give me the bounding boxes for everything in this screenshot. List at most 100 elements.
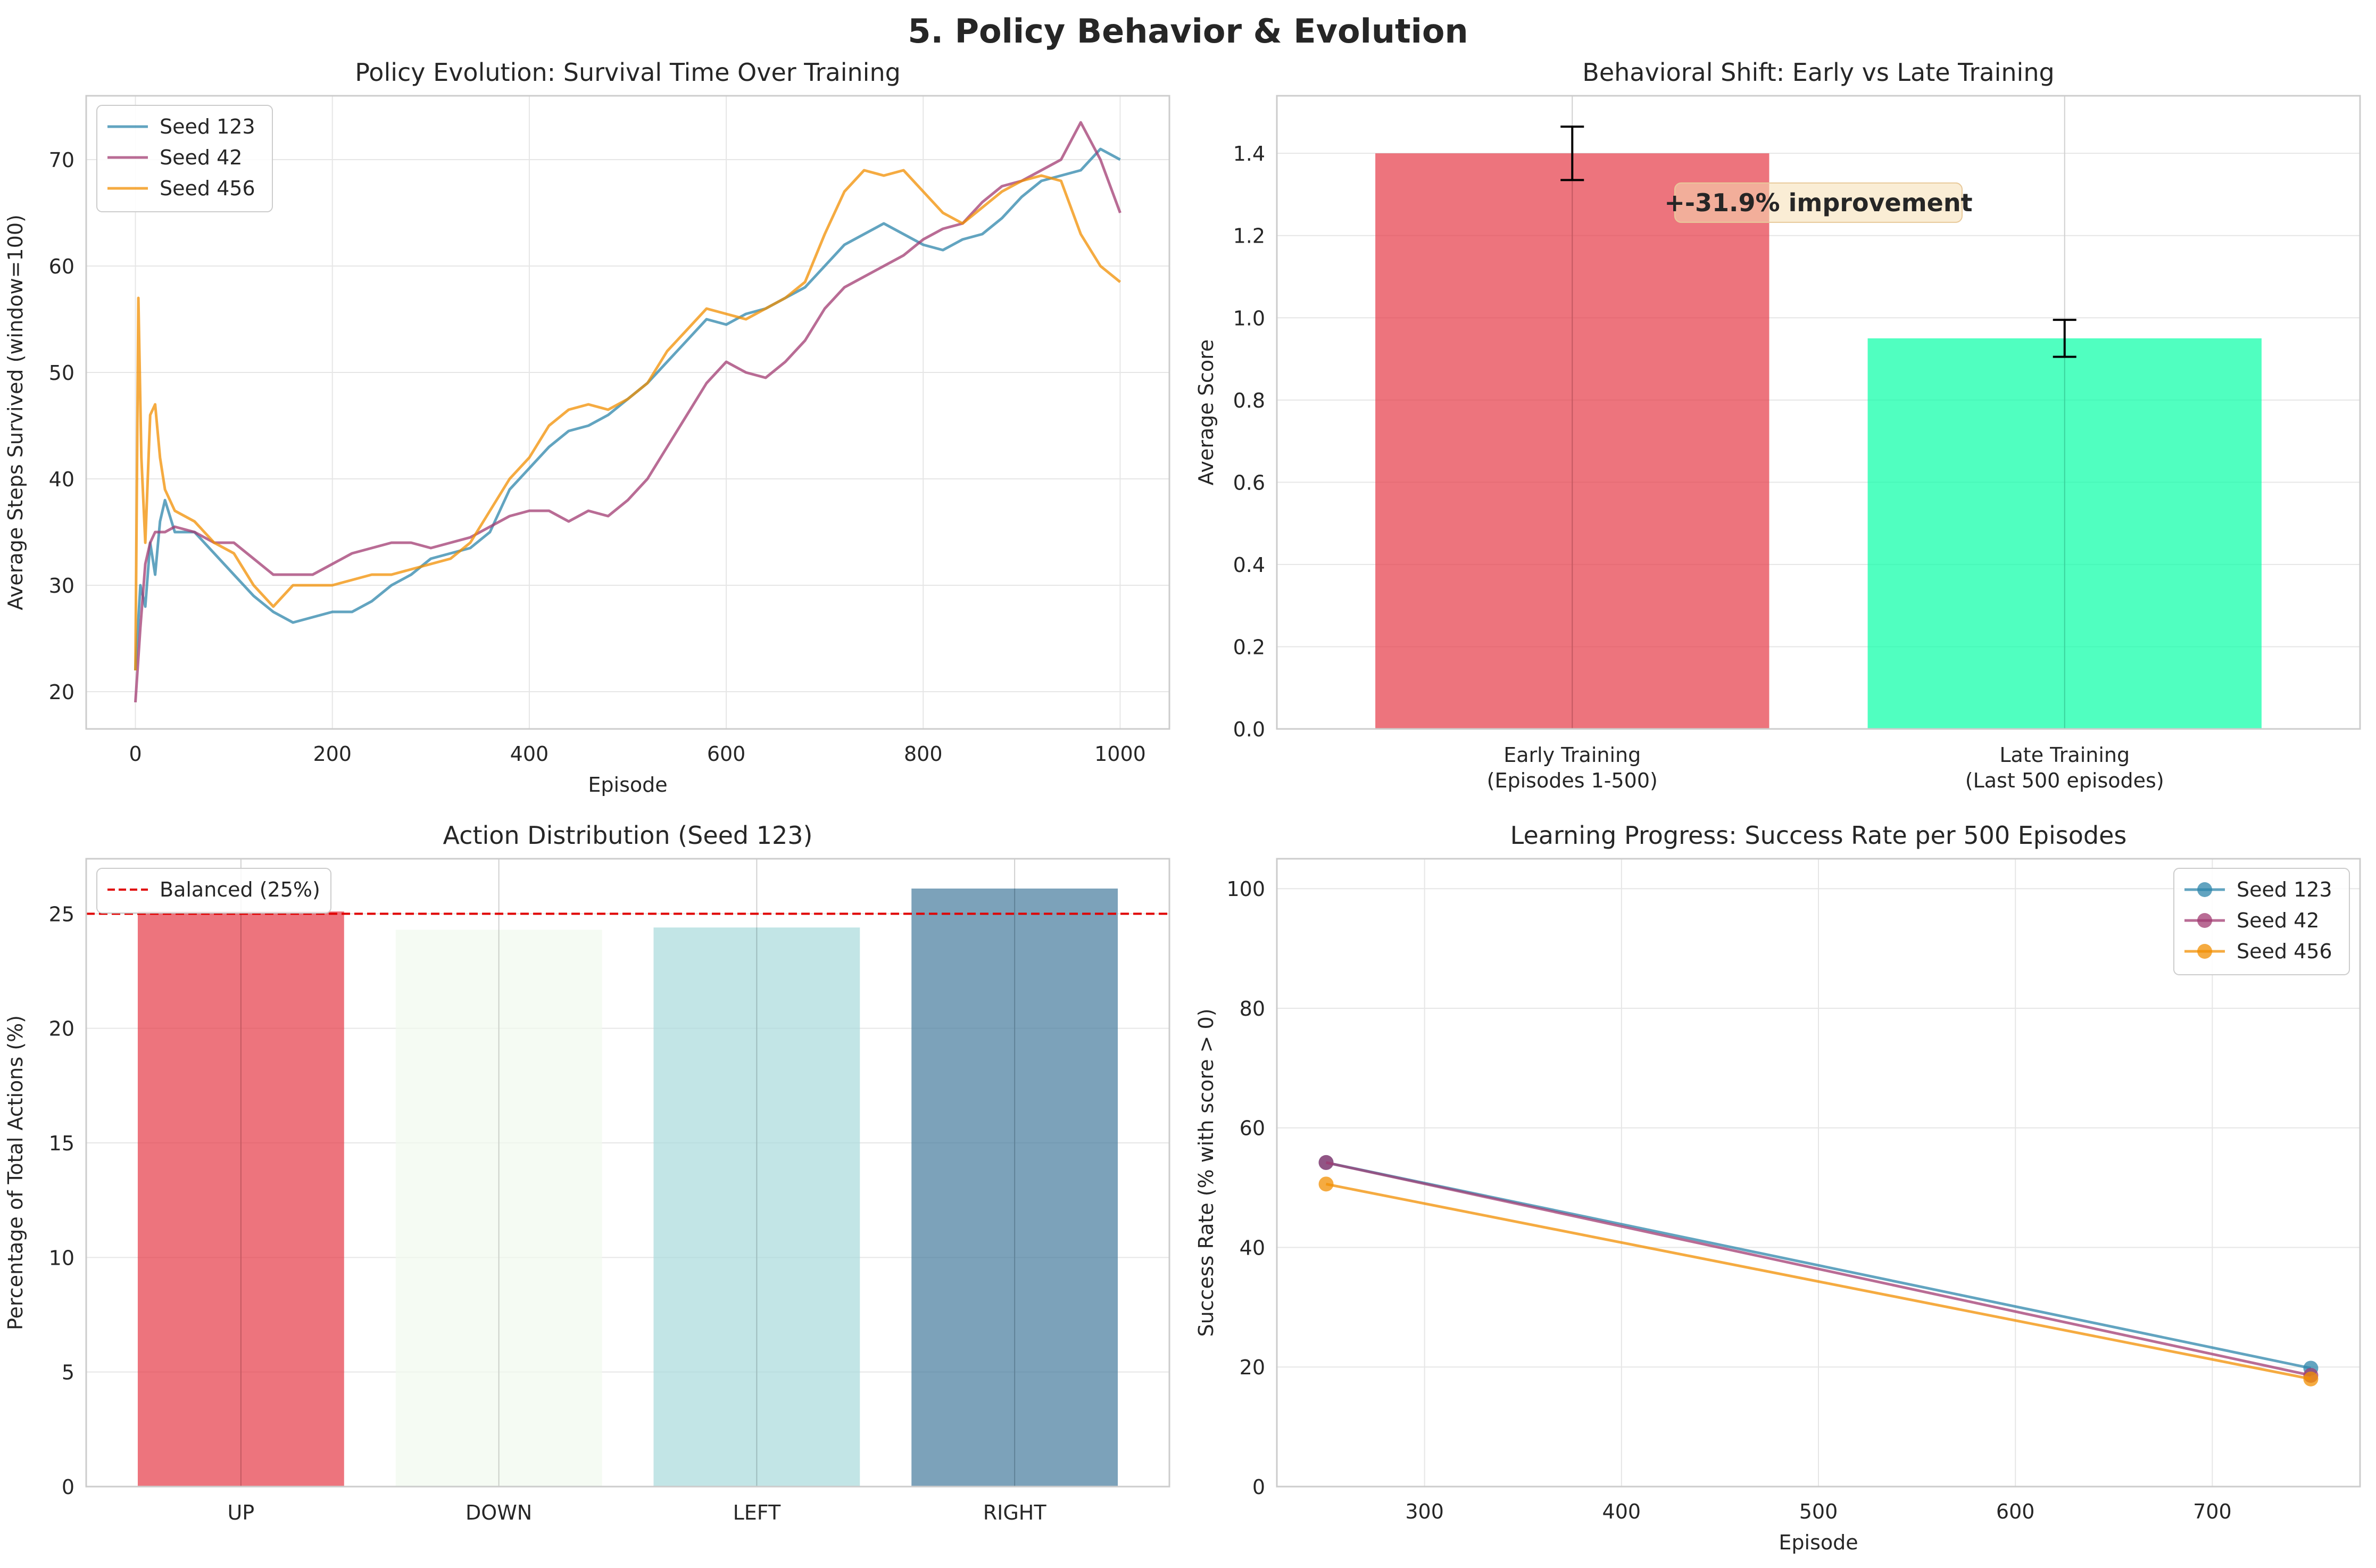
x-tick-label: 0 [129, 742, 142, 766]
bar-2 [653, 927, 860, 1487]
y-tick-label: 10 [49, 1246, 74, 1270]
legend-label: Seed 42 [160, 146, 242, 169]
y-tick-label: 1.2 [1233, 225, 1265, 248]
axes-frame [1276, 858, 2361, 1488]
x-tick-label: 1000 [1094, 742, 1146, 766]
series-line-1 [1325, 1161, 2312, 1377]
panel-title: Behavioral Shift: Early vs Late Training [1582, 58, 2054, 87]
axes-frame [85, 858, 1170, 1488]
series-line-1 [134, 121, 1121, 703]
y-tick-label: 0.2 [1233, 635, 1265, 659]
y-tick-label: 15 [49, 1132, 74, 1155]
y-tick-label: 0.4 [1233, 553, 1265, 577]
y-tick-label: 0 [1252, 1475, 1265, 1499]
annotation-text: +-31.9% improvement [1664, 188, 1972, 217]
axes-frame [85, 95, 1170, 730]
x-tick-label-line: (Episodes 1-500) [1487, 769, 1658, 792]
legend-label: Seed 123 [2237, 878, 2332, 901]
bar-1 [1867, 338, 2262, 729]
series-point-1-0 [1318, 1155, 1334, 1170]
x-tick-label: 200 [313, 742, 352, 766]
bar-1 [395, 930, 602, 1487]
legend-label: Balanced (25%) [160, 878, 320, 901]
x-axis-label: Episode [1779, 1531, 1858, 1554]
x-tick-label: UP [227, 1501, 254, 1524]
y-tick-label: 0.8 [1233, 389, 1265, 412]
series-line-2 [1326, 1182, 2311, 1381]
y-axis-label: Percentage of Total Actions (%) [4, 1015, 27, 1330]
x-tick-label: 300 [1405, 1500, 1444, 1523]
y-tick-label: 40 [1240, 1236, 1265, 1259]
y-tick-label: 50 [49, 361, 74, 385]
y-tick-label: 30 [49, 574, 74, 598]
legend-box [96, 868, 331, 914]
legend-marker [2197, 944, 2212, 959]
series-line-2 [134, 169, 1121, 671]
y-tick-label: 70 [49, 148, 74, 172]
y-tick-label: 60 [49, 255, 74, 278]
bar-0 [1375, 153, 1769, 729]
x-tick-label: RIGHT [983, 1501, 1047, 1524]
legend-label: Seed 123 [160, 115, 255, 138]
series-point-2-0 [1318, 1176, 1334, 1192]
legend-label: Seed 456 [2237, 940, 2332, 963]
legend-marker [2197, 913, 2212, 928]
panel-title: Learning Progress: Success Rate per 500 … [1510, 821, 2127, 850]
annotation-box [1674, 182, 1963, 223]
panel-survival: 20 30 40 50 60 70 0 200 400 600 800 1000 Policy Evol… [4, 58, 1170, 797]
legend: Seed 123 Seed 42 Seed 456 [96, 105, 273, 212]
x-tick-label: LEFT [733, 1501, 781, 1524]
x-tick-label-line: Late Training [1999, 743, 2130, 767]
y-tick-label: 80 [1240, 997, 1265, 1021]
x-tick-label: DOWN [466, 1501, 532, 1524]
figure-title: 5. Policy Behavior & Evolution [908, 12, 1468, 51]
y-tick-label: 100 [1226, 877, 1265, 901]
panel-title: Policy Evolution: Survival Time Over Tra… [355, 58, 901, 87]
x-tick-label: 700 [2193, 1500, 2232, 1523]
x-tick-label-line: LEFT [733, 1501, 781, 1524]
legend-box [96, 105, 273, 212]
panel-title: Action Distribution (Seed 123) [443, 821, 813, 850]
series-line-0 [134, 147, 1121, 671]
x-tick-label: 600 [707, 742, 746, 766]
y-axis-label: Average Steps Survived (window=100) [4, 214, 27, 610]
legend-box [2173, 868, 2350, 975]
y-axis-label: Average Score [1194, 339, 1218, 486]
bar-0 [137, 911, 344, 1487]
x-tick-label: 600 [1996, 1500, 2035, 1523]
x-axis-label: Episode [588, 773, 667, 797]
y-tick-label: 60 [1240, 1117, 1265, 1140]
panel-actions: 0 5 10 15 20 25 UP DOWN LEFT RIGHT Action Distribu… [4, 821, 1170, 1524]
legend-label: Seed 456 [160, 177, 255, 200]
x-tick-label-line: RIGHT [983, 1501, 1047, 1524]
x-tick-label: 400 [1602, 1500, 1641, 1523]
y-tick-label: 5 [62, 1361, 74, 1384]
y-tick-label: 1.4 [1233, 142, 1265, 165]
x-tick-label: Early Training (Episodes 1-500) [1487, 743, 1658, 792]
y-axis-label: Success Rate (% with score > 0) [1194, 1008, 1218, 1337]
y-tick-label: 25 [49, 902, 74, 926]
legend-label: Seed 42 [2237, 909, 2319, 932]
y-tick-label: 20 [49, 681, 74, 704]
legend-marker [2197, 882, 2212, 897]
x-tick-label-line: (Last 500 episodes) [1965, 769, 2164, 792]
y-tick-label: 20 [1240, 1356, 1265, 1379]
bar-3 [911, 888, 1118, 1487]
x-tick-label: Late Training (Last 500 episodes) [1965, 743, 2164, 792]
x-tick-label-line: DOWN [466, 1501, 532, 1524]
x-tick-label-line: UP [227, 1501, 254, 1524]
panel-success: 0 20 40 60 80 100 300 400 500 600 700 Learning Prog… [1194, 821, 2361, 1554]
x-tick-label-line: Early Training [1503, 743, 1641, 767]
y-tick-label: 0 [62, 1475, 74, 1499]
y-tick-label: 20 [49, 1017, 74, 1041]
legend: Seed 123 Seed 42 Seed 456 [2173, 868, 2350, 975]
y-tick-label: 0.0 [1233, 718, 1265, 741]
panel-behavior: +-31.9% improvement 0.0 0.2 0.4 0.6 0.8 1.0 1.2… [1194, 58, 2361, 792]
axes-frame [1276, 95, 2361, 730]
y-tick-label: 40 [49, 468, 74, 491]
legend: Balanced (25%) [96, 868, 331, 914]
x-tick-label: 800 [904, 742, 943, 766]
x-tick-label: 400 [510, 742, 549, 766]
